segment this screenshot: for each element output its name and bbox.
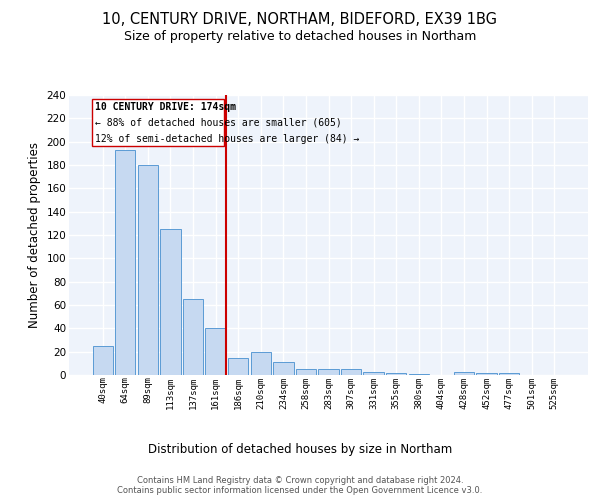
Bar	[476, 372, 497, 375]
Bar	[138, 165, 158, 375]
Bar	[160, 229, 181, 375]
Text: Distribution of detached houses by size in Northam: Distribution of detached houses by size …	[148, 442, 452, 456]
Bar	[296, 369, 316, 375]
Bar	[251, 352, 271, 375]
Bar	[386, 372, 406, 375]
Text: 12% of semi-detached houses are larger (84) →: 12% of semi-detached houses are larger (…	[95, 134, 359, 144]
Bar	[409, 374, 429, 375]
Bar	[319, 369, 338, 375]
Bar	[341, 369, 361, 375]
Bar	[364, 372, 384, 375]
Bar	[92, 346, 113, 375]
Bar	[183, 299, 203, 375]
FancyBboxPatch shape	[92, 98, 224, 146]
Text: 10 CENTURY DRIVE: 174sqm: 10 CENTURY DRIVE: 174sqm	[95, 102, 236, 112]
Bar	[454, 372, 474, 375]
Bar	[205, 328, 226, 375]
Y-axis label: Number of detached properties: Number of detached properties	[28, 142, 41, 328]
Bar	[273, 362, 293, 375]
Text: 10, CENTURY DRIVE, NORTHAM, BIDEFORD, EX39 1BG: 10, CENTURY DRIVE, NORTHAM, BIDEFORD, EX…	[103, 12, 497, 28]
Bar	[115, 150, 136, 375]
Text: Contains HM Land Registry data © Crown copyright and database right 2024.
Contai: Contains HM Land Registry data © Crown c…	[118, 476, 482, 495]
Text: ← 88% of detached houses are smaller (605): ← 88% of detached houses are smaller (60…	[95, 118, 342, 128]
Text: Size of property relative to detached houses in Northam: Size of property relative to detached ho…	[124, 30, 476, 43]
Bar	[499, 372, 519, 375]
Bar	[228, 358, 248, 375]
